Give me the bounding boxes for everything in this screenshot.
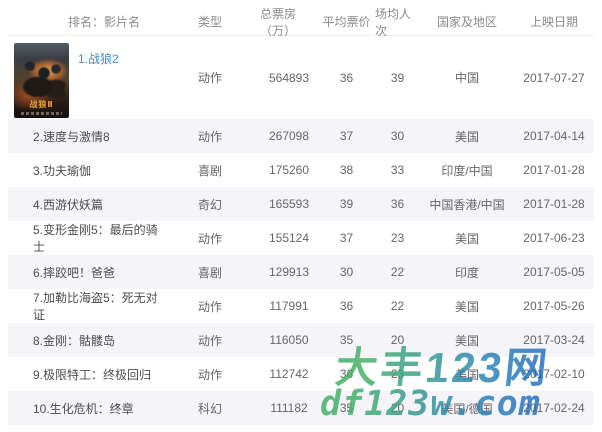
table-row: 2.速度与激情8 动作 267098 37 30 美国 2017-04-14 bbox=[8, 119, 594, 153]
movie-poster: 战狼Ⅱ bbox=[14, 43, 69, 118]
column-header-release-date: 上映日期 bbox=[529, 15, 578, 29]
column-header-avg-attendance: 场均人次 bbox=[375, 6, 412, 38]
movie-avg-price: 36 bbox=[339, 367, 354, 381]
movie-type: 奇幻 bbox=[197, 197, 222, 212]
movie-avg-attendance: 20 bbox=[390, 401, 405, 415]
movie-release-date: 2017-05-26 bbox=[523, 299, 585, 313]
movie-region: 美国 bbox=[454, 129, 479, 144]
movie-title: 10.生化危机：终章 bbox=[33, 401, 134, 416]
poster-figures bbox=[18, 59, 65, 97]
movie-avg-price: 38 bbox=[339, 163, 354, 177]
movie-box-office: 564893 bbox=[268, 70, 310, 85]
movie-type: 动作 bbox=[197, 71, 222, 85]
movie-release-date: 2017-01-28 bbox=[523, 163, 585, 177]
table-row: 3.功夫瑜伽 喜剧 175260 38 33 印度/中国 2017-01-28 bbox=[8, 153, 594, 187]
movie-box-office: 116050 bbox=[269, 333, 309, 347]
movie-type: 动作 bbox=[197, 333, 222, 348]
movie-avg-attendance: 36 bbox=[390, 197, 405, 211]
movie-box-office: 155124 bbox=[268, 231, 310, 245]
movie-box-office: 175260 bbox=[268, 163, 310, 177]
movie-box-office: 165593 bbox=[268, 197, 310, 211]
column-header-box-office: 总票房（万） bbox=[260, 6, 297, 38]
movie-avg-attendance: 22 bbox=[390, 265, 405, 279]
movie-avg-attendance: 23 bbox=[390, 367, 405, 381]
movie-title: 6.摔跤吧！爸爸 bbox=[33, 265, 116, 280]
movie-avg-attendance: 23 bbox=[390, 231, 405, 245]
table-row: 8.金刚：骷髅岛 动作 116050 35 20 美国 2017-03-24 bbox=[8, 323, 594, 357]
movie-release-date: 2017-03-24 bbox=[523, 333, 585, 347]
column-header-type: 类型 bbox=[197, 15, 222, 29]
movie-type: 动作 bbox=[197, 231, 222, 246]
movie-box-office: 267098 bbox=[268, 129, 310, 143]
movie-title: 3.功夫瑜伽 bbox=[33, 163, 92, 178]
movie-avg-price: 35 bbox=[339, 333, 354, 347]
movie-type: 喜剧 bbox=[197, 265, 222, 280]
table-row: 9.极限特工：终极回归 动作 112742 36 23 美国 2017-02-1… bbox=[8, 357, 594, 391]
movie-release-date: 2017-04-14 bbox=[523, 129, 585, 143]
poster-caption: 战狼Ⅱ bbox=[29, 100, 54, 109]
movie-release-date: 2017-05-05 bbox=[523, 265, 585, 279]
movie-region: 美国 bbox=[454, 367, 479, 382]
movie-avg-price: 37 bbox=[339, 231, 354, 245]
table-header-row: 排名：影片名 类型 总票房（万） 平均票价 场均人次 国家及地区 上映日期 bbox=[8, 6, 594, 38]
column-header-avg-price: 平均票价 bbox=[322, 15, 371, 29]
movie-type: 动作 bbox=[197, 129, 222, 144]
movie-avg-attendance: 20 bbox=[390, 333, 405, 347]
movie-avg-price: 36 bbox=[339, 299, 354, 313]
movie-release-date: 2017-06-23 bbox=[523, 231, 585, 245]
movie-type: 科幻 bbox=[197, 401, 222, 416]
movie-avg-attendance: 39 bbox=[390, 70, 405, 85]
movie-region: 美国 bbox=[454, 333, 479, 348]
movie-avg-price: 30 bbox=[339, 265, 354, 279]
movie-avg-attendance: 22 bbox=[390, 299, 405, 313]
movie-box-office: 111182 bbox=[270, 401, 308, 415]
poster-credits bbox=[21, 112, 62, 115]
column-header-rank-title: 排名：影片名 bbox=[68, 15, 141, 29]
movie-title: 5.变形金刚5：最后的骑士 bbox=[33, 223, 158, 254]
table-row: 10.生化危机：终章 科幻 111182 35 20 美国/德国 2017-02… bbox=[8, 391, 594, 425]
movie-type: 动作 bbox=[197, 367, 222, 382]
movie-release-date: 2017-01-28 bbox=[523, 197, 585, 211]
table-row: 6.摔跤吧！爸爸 喜剧 129913 30 22 印度 2017-05-05 bbox=[8, 255, 594, 289]
movie-release-date: 2017-02-10 bbox=[523, 367, 585, 381]
movie-avg-price: 39 bbox=[339, 197, 354, 211]
movie-avg-price: 35 bbox=[339, 401, 354, 415]
movie-release-date: 2017-07-27 bbox=[523, 70, 585, 85]
movie-title: 9.极限特工：终极回归 bbox=[33, 367, 152, 382]
movie-box-office: 112742 bbox=[269, 367, 309, 381]
column-header-region: 国家及地区 bbox=[436, 15, 497, 29]
movie-avg-price: 36 bbox=[339, 70, 354, 85]
movie-region: 美国 bbox=[454, 299, 479, 314]
movie-type: 喜剧 bbox=[197, 163, 222, 178]
movie-region: 美国 bbox=[454, 231, 479, 246]
movie-avg-price: 37 bbox=[339, 129, 354, 143]
table-row: 5.变形金刚5：最后的骑士 动作 155124 37 23 美国 2017-06… bbox=[8, 221, 594, 255]
movie-region: 印度 bbox=[454, 265, 479, 280]
table-row: 7.加勒比海盗5：死无对证 动作 117991 36 22 美国 2017-05… bbox=[8, 289, 594, 323]
table-row: 4.西游伏妖篇 奇幻 165593 39 36 中国香港/中国 2017-01-… bbox=[8, 187, 594, 221]
movie-title: 8.金刚：骷髅岛 bbox=[33, 333, 116, 348]
movie-avg-attendance: 30 bbox=[390, 129, 405, 143]
movie-title: 7.加勒比海盗5：死无对证 bbox=[33, 291, 158, 322]
movie-box-office: 129913 bbox=[268, 265, 310, 279]
movie-region: 美国/德国 bbox=[441, 401, 493, 416]
box-office-ranking-table: 排名：影片名 类型 总票房（万） 平均票价 场均人次 国家及地区 上映日期 战狼… bbox=[8, 6, 594, 425]
movie-title-link[interactable]: 1.战狼2 bbox=[78, 52, 119, 66]
movie-title: 2.速度与激情8 bbox=[33, 129, 110, 144]
movie-region: 中国 bbox=[454, 71, 479, 85]
movie-title: 4.西游伏妖篇 bbox=[33, 197, 104, 212]
table-row: 战狼Ⅱ 1.战狼2 动作 564893 36 39 中国 2017-07-27 bbox=[8, 36, 594, 119]
movie-cell: 战狼Ⅱ 1.战狼2 bbox=[8, 36, 160, 119]
movie-box-office: 117991 bbox=[269, 299, 309, 313]
movie-release-date: 2017-02-24 bbox=[523, 401, 585, 415]
movie-region: 中国香港/中国 bbox=[429, 197, 505, 212]
movie-avg-attendance: 33 bbox=[390, 163, 405, 177]
movie-type: 动作 bbox=[197, 299, 222, 314]
movie-region: 印度/中国 bbox=[441, 163, 493, 178]
